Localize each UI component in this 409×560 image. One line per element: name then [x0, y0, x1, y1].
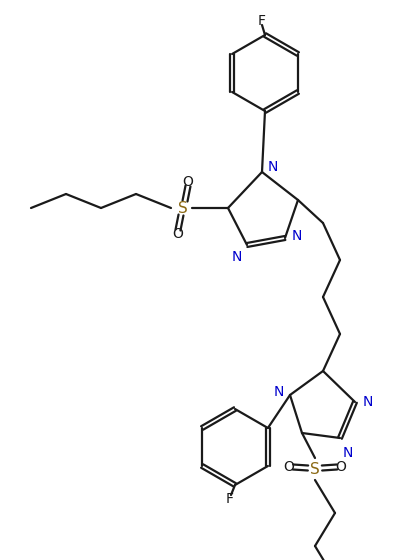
Text: O: O: [335, 460, 346, 474]
Text: N: N: [267, 160, 278, 174]
Text: S: S: [178, 200, 187, 216]
Text: F: F: [225, 492, 234, 506]
Text: N: N: [231, 250, 241, 264]
Text: S: S: [309, 463, 319, 478]
Text: N: N: [273, 385, 283, 399]
Text: F: F: [257, 14, 265, 28]
Text: N: N: [291, 229, 302, 243]
Text: O: O: [283, 460, 294, 474]
Text: N: N: [342, 446, 353, 460]
Text: O: O: [172, 227, 183, 241]
Text: N: N: [362, 395, 373, 409]
Text: O: O: [182, 175, 193, 189]
